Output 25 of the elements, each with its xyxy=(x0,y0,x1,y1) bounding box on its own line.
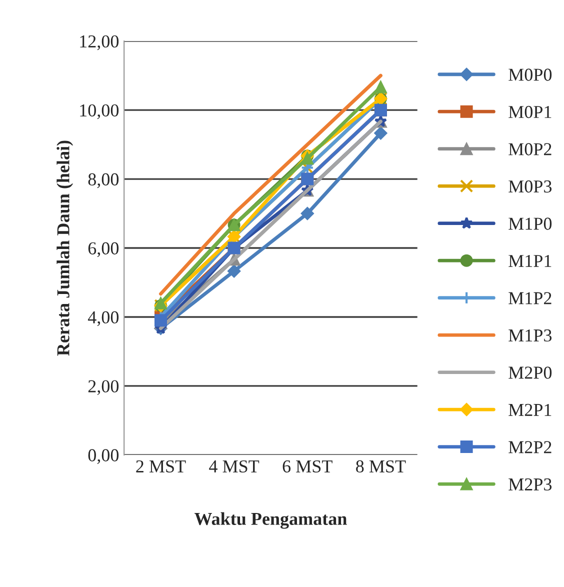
y-tick-label: 12,00 xyxy=(80,35,119,50)
y-axis-title: Rerata Jumlah Daun (helai) xyxy=(56,140,74,356)
legend-label: M1P3 xyxy=(508,329,552,342)
x-tick-label: 4 MST xyxy=(209,460,260,472)
y-tick-label: 0,00 xyxy=(88,449,119,464)
legend-label: M2P0 xyxy=(508,366,552,379)
legend-label: M0P2 xyxy=(508,143,552,156)
y-tick-label: 4,00 xyxy=(88,311,119,326)
x-tick-label: 6 MST xyxy=(282,460,332,472)
x-tick-label: 2 MST xyxy=(136,460,186,472)
legend-label: M1P0 xyxy=(508,218,552,230)
legend-label: M2P2 xyxy=(508,441,552,454)
x-axis-title: Waktu Pengamatan xyxy=(194,512,347,529)
legend-label: M0P1 xyxy=(508,106,552,118)
y-tick-label: 2,00 xyxy=(88,380,119,395)
y-tick-label: 8,00 xyxy=(88,173,119,188)
legend-label: M2P3 xyxy=(508,478,552,491)
y-tick-label: 6,00 xyxy=(88,242,119,258)
y-tick-label: 10,00 xyxy=(80,104,119,120)
legend-label: M0P3 xyxy=(508,180,552,193)
x-tick-label: 8 MST xyxy=(356,460,406,472)
legend-label: M2P1 xyxy=(508,404,552,416)
legend-label: M0P0 xyxy=(508,68,552,81)
legend-label: M1P2 xyxy=(508,292,552,304)
legend-label: M1P1 xyxy=(508,254,552,267)
